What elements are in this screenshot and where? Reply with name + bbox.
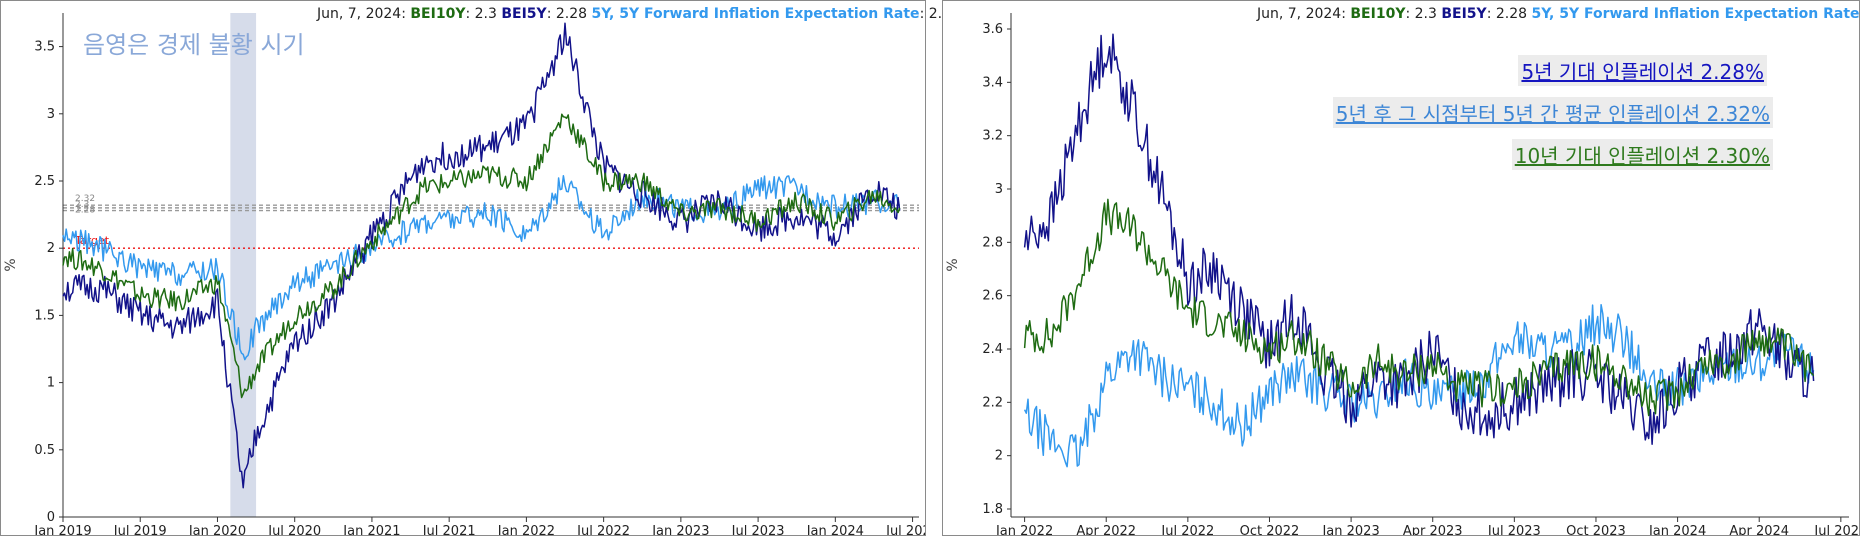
header-bei10y-value: : 2.3 — [1405, 6, 1437, 22]
header-date: Jun, 7, 2024: — [1257, 6, 1346, 22]
x-tick-label: Jul 2024 — [885, 524, 925, 535]
header-bei10y-label: BEI10Y — [1350, 6, 1406, 22]
recession-shade — [230, 13, 257, 517]
recession-shade-label: 음영은 경제 불황 시기 — [83, 31, 305, 59]
y-tick-label: 3.6 — [982, 22, 1003, 37]
y-axis-label: % — [3, 258, 19, 271]
y-axis-label: % — [945, 258, 961, 271]
x-tick-label: Jul 2022 — [576, 524, 630, 535]
left-chart-panel: 2.32 2.3 2.28 Target 0 0.5 1 1.5 2 2.5 3 3.5 Jan 201… — [0, 0, 960, 536]
x-tick-label: Jan 2022 — [995, 524, 1053, 535]
x-tick-label: Jan 2023 — [1321, 524, 1379, 535]
series-line-5y-5y-forward-inflation-expectation-rate — [1023, 304, 1815, 468]
reference-line-label: 2.32 — [75, 194, 95, 204]
annotation-fwd: 5년 후 그 시점부터 5년 간 평균 인플레이션 2.32% — [1332, 97, 1773, 128]
y-tick-label: 2 — [47, 241, 55, 256]
y-tick-label: 2.2 — [982, 395, 1003, 410]
y-tick-label: 1 — [47, 376, 55, 391]
right-chart-svg: 1.8 2 2.2 2.4 2.6 2.8 3 3.2 3.4 3.6 Jan 2022 Apr 20… — [945, 13, 1859, 535]
x-tick-label: Apr 2024 — [1729, 524, 1789, 535]
header-fwd-label: 5Y, 5Y Forward Inflation Expectation Rat… — [591, 6, 920, 22]
x-tick-label: Jan 2019 — [33, 524, 91, 535]
reference-line-label: 2.3 — [75, 200, 89, 210]
x-tick-label: Jul 2022 — [1160, 524, 1214, 535]
x-tick-label: Jul 2019 — [113, 524, 167, 535]
x-tick-label: Jul 2021 — [422, 524, 476, 535]
y-tick-label: 1.5 — [34, 308, 55, 323]
y-tick-label: 2.6 — [982, 289, 1003, 304]
x-tick-label: Oct 2023 — [1566, 524, 1626, 535]
header-bei10y-value: : 2.3 — [465, 6, 497, 22]
x-tick-label: Jan 2023 — [651, 524, 709, 535]
series-line-bei10y — [1023, 198, 1815, 417]
y-tick-label: 3.2 — [982, 129, 1003, 144]
header-fwd-label: 5Y, 5Y Forward Inflation Expectation Rat… — [1531, 6, 1860, 22]
x-tick-label: Jul 2024 — [1813, 524, 1859, 535]
right-chart-panel: 1.8 2 2.2 2.4 2.6 2.8 3 3.2 3.4 3.6 Jan 2022 Apr 20… — [942, 0, 1860, 536]
header-bei10y-label: BEI10Y — [410, 6, 466, 22]
right-header: Jun, 7, 2024: BEI10Y: 2.3 BEI5Y: 2.28 5Y… — [1257, 6, 1860, 22]
header-bei5y-label: BEI5Y — [501, 6, 547, 22]
x-tick-label: Apr 2022 — [1076, 524, 1136, 535]
series-line-bei10y — [62, 113, 901, 399]
x-tick-label: Jan 2021 — [342, 524, 400, 535]
y-tick-label: 3 — [995, 182, 1003, 197]
x-tick-label: Jul 2023 — [731, 524, 785, 535]
y-tick-label: 0.5 — [34, 443, 55, 458]
y-tick-label: 3 — [47, 107, 55, 122]
annotation-bei10y: 10년 기대 인플레이션 2.30% — [1511, 139, 1773, 170]
y-tick-label: 2.8 — [982, 235, 1003, 250]
left-header: Jun, 7, 2024: BEI10Y: 2.3 BEI5Y: 2.28 5Y… — [317, 6, 960, 22]
x-tick-label: Jan 2024 — [806, 524, 864, 535]
x-tick-label: Oct 2022 — [1240, 524, 1300, 535]
x-tick-label: Jan 2020 — [188, 524, 246, 535]
x-tick-label: Jul 2023 — [1487, 524, 1541, 535]
y-tick-label: 3.5 — [34, 40, 55, 55]
y-tick-label: 3.4 — [982, 75, 1003, 90]
reference-line-label: 2.28 — [75, 206, 95, 216]
series-line-bei5y — [62, 22, 901, 489]
header-date: Jun, 7, 2024: — [317, 6, 406, 22]
x-tick-label: Jan 2024 — [1648, 524, 1706, 535]
y-tick-label: 2 — [995, 449, 1003, 464]
series-line-5y-5y-forward-inflation-expectation-rate — [62, 174, 901, 361]
x-tick-label: Apr 2023 — [1403, 524, 1463, 535]
series-line-bei5y — [1023, 33, 1815, 445]
x-tick-label: Jul 2020 — [267, 524, 321, 535]
y-tick-label: 2.4 — [982, 342, 1003, 357]
y-tick-label: 2.5 — [34, 174, 55, 189]
x-tick-label: Jan 2022 — [497, 524, 555, 535]
y-tick-label: 0 — [47, 510, 55, 525]
header-bei5y-label: BEI5Y — [1441, 6, 1487, 22]
annotation-bei5y: 5년 기대 인플레이션 2.28% — [1518, 55, 1767, 86]
header-bei5y-value: : 2.28 — [546, 6, 588, 22]
header-bei5y-value: : 2.28 — [1486, 6, 1528, 22]
y-tick-label: 1.8 — [982, 502, 1003, 517]
